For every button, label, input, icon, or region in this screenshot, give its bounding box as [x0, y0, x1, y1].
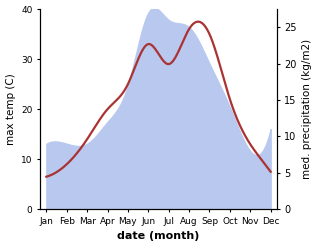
Y-axis label: med. precipitation (kg/m2): med. precipitation (kg/m2) — [302, 39, 313, 179]
Y-axis label: max temp (C): max temp (C) — [5, 73, 16, 145]
X-axis label: date (month): date (month) — [117, 231, 200, 242]
